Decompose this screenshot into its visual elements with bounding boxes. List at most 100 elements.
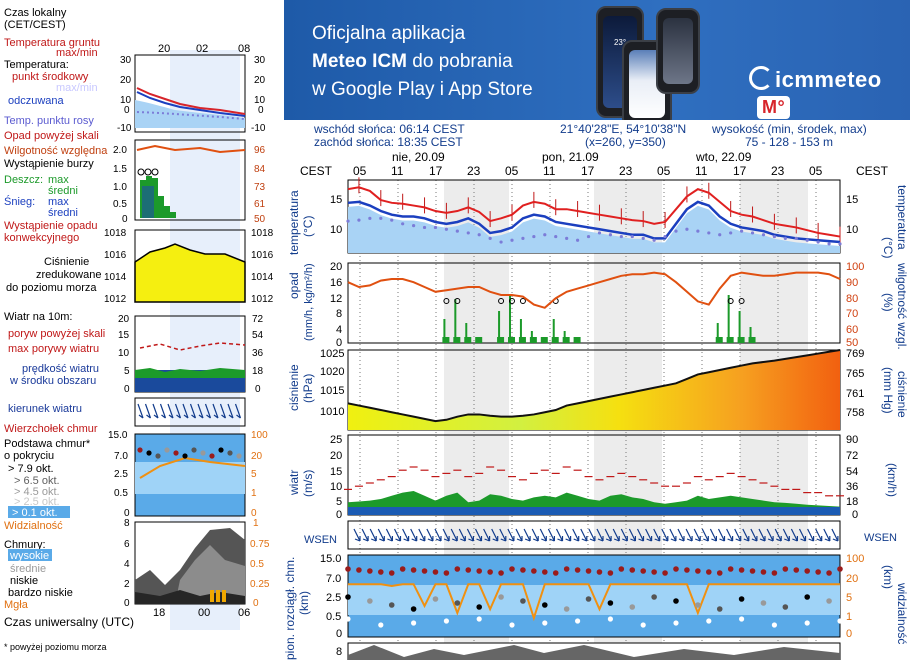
legend-press-tick-l3: 1012 [104, 294, 127, 305]
legend-humid-tick-l3: 0.5 [113, 199, 127, 210]
legend-humidity: Wilgotność względna [4, 145, 108, 157]
precip-max-bar [443, 319, 446, 343]
cloud-dot [345, 616, 351, 622]
precip-mean-bar [726, 337, 734, 343]
legend-rain-bar-6 [170, 212, 176, 218]
coords-text: 21°40'28"E, 54°10'38"N [560, 122, 687, 136]
cloud-dot [345, 566, 351, 572]
wind-arrow-icon [766, 528, 774, 542]
dew-point-dot [499, 240, 503, 244]
wind-arrow-icon [717, 528, 726, 542]
humid-tick-4: 60 [846, 324, 858, 336]
legend-temp-tick-2: 10 [120, 95, 132, 106]
cloud-dot [771, 622, 777, 628]
cloud-dot [706, 569, 712, 575]
dew-point-dot [608, 233, 612, 237]
dew-point-dot [565, 236, 569, 240]
legend-temp-tick-r2: 10 [254, 95, 266, 106]
humidity-line [347, 271, 841, 309]
cloud-dot [367, 568, 373, 574]
dew-point-dot [510, 238, 514, 242]
legend-cloud-dot [200, 450, 206, 456]
cloud-dot [345, 594, 351, 600]
hour-label-5: 11 [543, 164, 556, 178]
dew-point-dot [488, 236, 492, 240]
sunrise-text: wschód słońca: 06:14 CEST [314, 122, 465, 136]
winddir-panel-frame [347, 520, 841, 550]
app-banner[interactable]: Oficjalna aplikacja Meteo ICM do pobrani… [284, 0, 910, 120]
cloud-dot [498, 570, 504, 576]
vis-tick-1: 20 [846, 573, 858, 585]
phone-image-3 [656, 8, 700, 94]
dew-point-dot [619, 234, 623, 239]
legend-cloud-ticks: 15.0 7.0 2.5 0.5 0 100 20 5 1 0 [108, 430, 268, 519]
legend-humid-tick-l2: 1.0 [113, 182, 127, 193]
dew-point-dot [707, 231, 711, 235]
legend-wind-ticks: 20 15 10 5 0 72 54 36 18 0 [118, 314, 264, 395]
temp-axis-unit-right: (°C) [881, 237, 895, 258]
press-tick-0: 1025 [320, 348, 344, 360]
legend-gust-line [139, 342, 246, 351]
pressmm-axis-title: ciśnienie [895, 371, 909, 418]
cloud-cover-area [348, 645, 840, 660]
dew-point-dot [586, 234, 591, 239]
wind-arrow-icon [709, 528, 717, 542]
wind-arrow-icon [418, 528, 426, 542]
legend-rain-mean: średni [48, 185, 78, 197]
legend-wind-tick-r2: 36 [252, 348, 264, 359]
cloud-tick-2: 2.5 [326, 592, 341, 604]
legend-humid-ticks: 2.0 1.5 1.0 0.5 0 96 84 73 61 50 [113, 145, 266, 225]
legend-cl-tick-l0: 8 [124, 518, 130, 529]
precip-mean-bar [453, 337, 461, 343]
legend-cl-high: wysokie [9, 550, 49, 562]
humid-tick-3: 70 [846, 308, 858, 320]
legend-wind-arrow-icon [152, 403, 159, 419]
humid-tick-5: 50 [846, 337, 858, 349]
cloud-dot [695, 568, 701, 574]
legend-temp-max-line [136, 87, 246, 115]
cloud-dot [552, 570, 559, 576]
legend-wind-tick-r0: 72 [252, 314, 264, 325]
wind-mean-band [348, 507, 840, 515]
storm-icon [519, 298, 526, 304]
legend-cl-tick-l2: 4 [124, 559, 130, 570]
temp-tick-l0: 15 [330, 194, 342, 206]
precip-max-bar [498, 311, 501, 343]
legend-cloud-top: Wierzchołek chmur [4, 423, 98, 435]
pressure-layer [347, 349, 841, 430]
temp-tick-r1: 10 [846, 224, 858, 236]
dew-point-dot [379, 216, 383, 220]
cloud-dot [520, 598, 526, 604]
cloud-dot [575, 618, 581, 624]
wind-arrow-icon [734, 528, 742, 542]
storm-icon [509, 298, 515, 304]
precip-axis-unit: (mm/h, kg/m²/h) [303, 263, 315, 341]
legend-vis-tick-r4: 0 [251, 508, 257, 519]
precip-mean-bar [508, 337, 515, 343]
cloud-dot [388, 602, 395, 608]
press-axis-title: ciśnienie [287, 364, 301, 411]
pressmm-tick-2: 761 [846, 388, 864, 400]
legend-cloud-dot [227, 450, 233, 456]
legend-bottom-time-1: 00 [198, 607, 210, 619]
wind-arrow-icon [750, 528, 758, 542]
wind-arrow-icon [547, 528, 555, 542]
legend-cloud-dot [155, 453, 161, 459]
wind-arrow-icon [823, 528, 831, 542]
wind-dir-compass-icon-left: WSEN [304, 534, 337, 546]
wind-arrow-icon [555, 528, 564, 542]
cloud-dot [443, 570, 450, 576]
wind-arrow-icon [410, 528, 418, 542]
legend-wind-arrow-icon [234, 403, 242, 419]
dew-point-dot [630, 234, 634, 239]
legend-rain-bar-5 [164, 206, 170, 218]
wind-tick-4: 5 [336, 496, 342, 508]
precip-mean-bar [497, 337, 505, 343]
legend-cloud-band [135, 462, 245, 494]
wind-tick-5: 0 [336, 509, 342, 521]
legend-wind-tick-l4: 0 [124, 384, 130, 395]
precip-max-bar [519, 319, 522, 343]
legend-humid-tick-l1: 1.5 [113, 164, 127, 175]
cloud-dot [388, 570, 395, 576]
hour-label-9: 11 [695, 164, 708, 178]
